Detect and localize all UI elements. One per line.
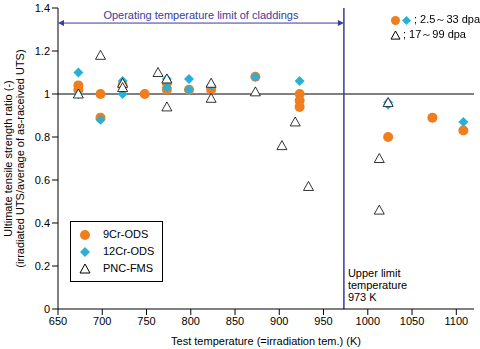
svg-text:900: 900: [270, 315, 288, 327]
svg-text:0.6: 0.6: [35, 174, 50, 186]
svg-text:1.2: 1.2: [35, 45, 50, 57]
svg-text:1000: 1000: [356, 315, 380, 327]
html-text:9Cr-ODS: 9Cr-ODS: [103, 228, 149, 240]
svg-text:Test temperature (=irradiation: Test temperature (=irradiation tem.) (K): [171, 335, 361, 347]
svg-text:800: 800: [182, 315, 200, 327]
svg-text:1.4: 1.4: [35, 2, 50, 14]
svg-text:700: 700: [93, 315, 111, 327]
html-text:; 2.5～33 dpa: ; 2.5～33 dpa: [414, 13, 480, 25]
svg-text:1100: 1100: [444, 315, 468, 327]
svg-text:850: 850: [226, 315, 244, 327]
svg-text:0: 0: [44, 303, 50, 315]
svg-text:0.2: 0.2: [35, 260, 50, 272]
html-text:; 17～99 dpa: ; 17～99 dpa: [403, 28, 466, 40]
svg-text:0.8: 0.8: [35, 131, 50, 143]
svg-text:Upper limittemperature973 K: Upper limittemperature973 K: [348, 267, 407, 303]
svg-text:1050: 1050: [400, 315, 424, 327]
svg-text:0.4: 0.4: [35, 217, 50, 229]
html-text:PNC-FMS: PNC-FMS: [103, 262, 154, 274]
html-text:12Cr-ODS: 12Cr-ODS: [103, 245, 155, 257]
svg-text:Ultimate tensile strength rati: Ultimate tensile strength ratio (-)(irra…: [8, 49, 26, 267]
svg-text:1: 1: [44, 88, 50, 100]
svg-text:750: 750: [137, 315, 155, 327]
svg-text:950: 950: [314, 315, 332, 327]
svg-text:Operating temperature limit of: Operating temperature limit of claddings: [103, 9, 299, 21]
svg-text:650: 650: [49, 315, 67, 327]
